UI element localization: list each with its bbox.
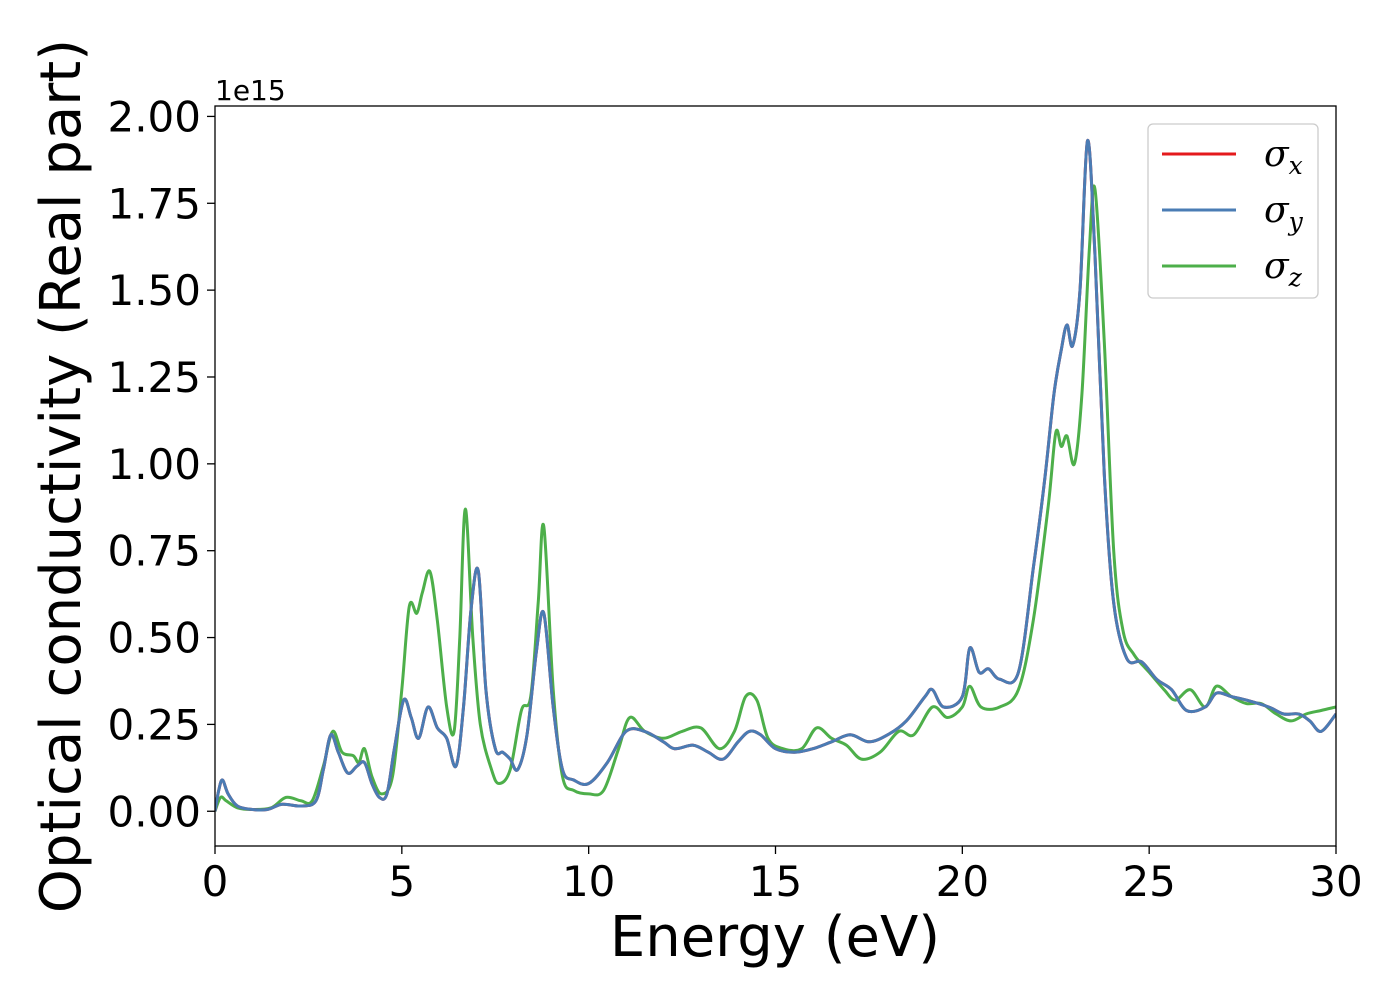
x-axis: 0 5 10 15 20 25 30 [202, 846, 1363, 906]
y-tick-label: 0.25 [107, 700, 201, 749]
x-tick-label: 10 [562, 857, 615, 906]
y-tick-label: 0.75 [107, 527, 201, 576]
y-axis-title: Optical conductivity (Real part) [29, 39, 94, 913]
y-tick-label: 0.50 [107, 614, 201, 663]
y-offset-label: 1e15 [215, 74, 286, 107]
series-line-sigma-z [215, 184, 1336, 812]
series-line-sigma-y [215, 139, 1336, 812]
x-tick-label: 30 [1309, 857, 1362, 906]
x-tick-label: 20 [936, 857, 989, 906]
y-axis: 0.00 0.25 0.50 0.75 1.00 1.25 1.50 1.75 2.00 [107, 92, 215, 836]
x-tick-label: 0 [202, 857, 229, 906]
y-tick-label: 2.00 [107, 92, 201, 141]
legend: σx σy σz [1147, 123, 1319, 299]
y-tick-label: 0.00 [107, 787, 201, 836]
x-tick-label: 15 [749, 857, 802, 906]
y-tick-label: 1.25 [107, 353, 201, 402]
x-tick-label: 5 [388, 857, 415, 906]
y-tick-label: 1.00 [107, 440, 201, 489]
legend-label-sigma-y: σy [1264, 190, 1304, 236]
x-axis-title: Energy (eV) [610, 905, 940, 970]
legend-label-sigma-x: σx [1264, 134, 1303, 180]
y-tick-label: 1.75 [107, 179, 201, 228]
legend-label-sigma-z: σz [1264, 246, 1303, 292]
series-layer [215, 139, 1336, 812]
x-tick-label: 25 [1122, 857, 1175, 906]
y-tick-label: 1.50 [107, 266, 201, 315]
